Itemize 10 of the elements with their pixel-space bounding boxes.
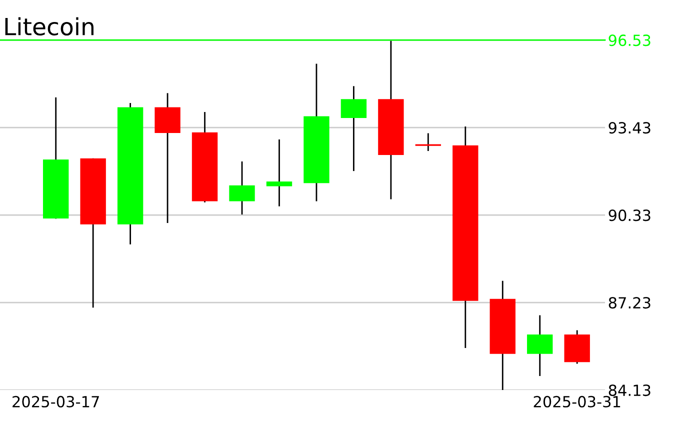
y-tick-label: 90.33 [608, 210, 650, 222]
y-tick-label: 96.53 [608, 34, 650, 46]
candlestick [266, 138, 292, 208]
x-tick-label: 2025-03-31 [534, 396, 620, 408]
candlestick [415, 132, 442, 152]
y-tick-label: 84.13 [608, 384, 650, 396]
x-tick-label: 2025-03-17 [12, 396, 99, 408]
y-tick-label: 87.23 [608, 297, 650, 309]
y-tick-label: 93.43 [608, 122, 650, 134]
chart-title: Litecoin [5, 17, 94, 36]
